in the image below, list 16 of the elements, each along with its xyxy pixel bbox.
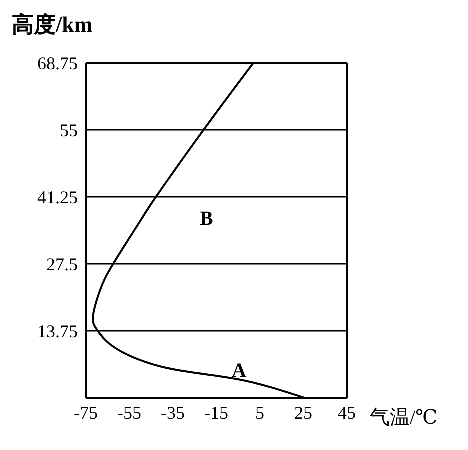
x-tick-label: 45 bbox=[338, 402, 356, 423]
y-tick-label: 68.75 bbox=[38, 53, 78, 74]
annotation: A bbox=[232, 360, 246, 383]
x-tick-label: -55 bbox=[118, 402, 142, 423]
annotation: B bbox=[200, 208, 214, 231]
x-tick-label: 25 bbox=[294, 402, 312, 423]
x-axis-title: 气温/℃ bbox=[370, 406, 438, 431]
y-tick-label: 55 bbox=[60, 120, 78, 140]
y-tick-label: 13.75 bbox=[38, 321, 78, 342]
y-tick-label: 41.25 bbox=[38, 187, 78, 208]
x-tick-label: -35 bbox=[161, 402, 185, 423]
y-axis-title: 高度/km bbox=[12, 11, 93, 39]
y-tick-label: 27.5 bbox=[46, 254, 78, 274]
x-tick-label: 5 bbox=[256, 402, 264, 423]
x-tick-label: -75 bbox=[74, 402, 98, 423]
x-tick-label: -15 bbox=[204, 402, 228, 423]
